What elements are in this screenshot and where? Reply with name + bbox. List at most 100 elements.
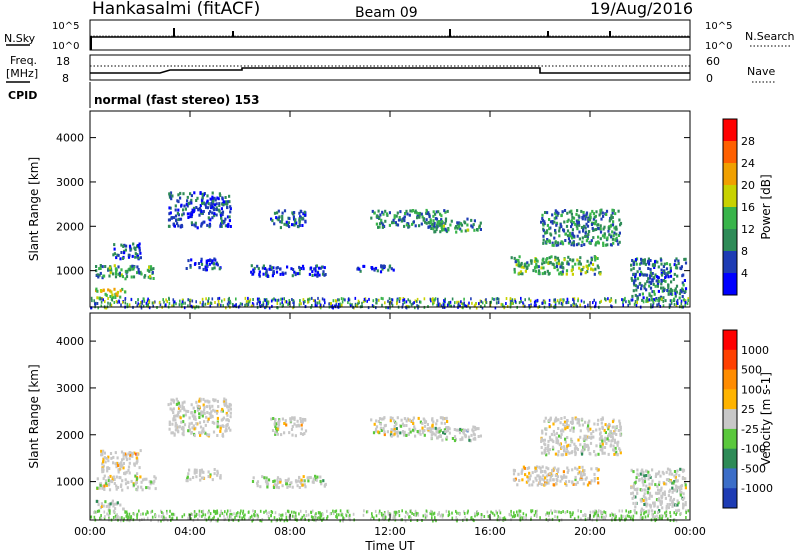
velocity-cell-11 [664,496,667,500]
velocity-cell-3 [173,414,176,418]
power-cell-3 [227,224,230,228]
velocity-cell-7 [418,429,421,433]
velocity-cell-11 [654,491,658,495]
velocity-cell-10 [577,420,580,424]
power-cell-3 [176,222,179,226]
power-cell-10 [519,270,523,274]
velocity-cell-7 [446,420,449,423]
velocity-cell-11 [632,494,636,498]
power-cell-11 [584,231,587,235]
velocity-cell-1 [110,456,113,460]
velocity-ground-scatter [397,511,399,515]
x-tick-label: 20:00 [574,525,606,538]
power-ground-scatter [645,299,647,303]
velocity-ground-scatter [335,509,338,513]
power-cell-10 [541,258,544,262]
velocity-cell-1 [138,466,141,470]
velocity-cell-10 [619,428,622,432]
power-cell-10 [541,272,544,276]
power-ground-scatter [307,300,309,304]
y-tick-label: 4000 [56,335,84,348]
power-cell-6 [293,217,296,221]
velocity-cell-10 [601,439,604,443]
power-cell-4 [211,261,214,265]
power-cell-8 [432,219,435,223]
power-cell-12 [658,297,661,300]
power-cell-10 [533,259,536,263]
power-cell-12 [634,278,637,282]
power-ground-scatter [391,298,394,302]
velocity-cell-11 [682,505,685,509]
power-cell-11 [599,209,602,213]
power-cell-12 [662,270,665,274]
velocity-ground-scatter [243,517,246,521]
power-cell-3 [228,219,231,223]
velocity-ground-scatter [365,510,368,514]
velocity-ground-scatter [525,513,527,517]
power-cell-3 [221,202,224,206]
velocity-ground-scatter [216,511,219,515]
velocity-cell-8 [453,439,457,443]
power-cell-11 [540,220,543,224]
velocity-cell-7 [400,424,403,428]
power-cell-11 [614,238,617,242]
velocity-cell-8 [438,430,441,434]
power-cell-7 [440,214,443,218]
velocity-cell-9 [540,470,543,473]
power-ground-scatter [514,299,517,303]
power-cell-12 [667,284,670,288]
velocity-ground-scatter [667,517,669,521]
power-cell-7 [429,224,432,228]
power-ground-scatter [402,297,405,300]
power-cell-11 [585,239,588,243]
velocity-cell-9 [579,471,583,475]
velocity-ground-scatter [381,513,383,517]
power-ground-scatter [463,297,465,301]
power-cell-11 [584,226,587,230]
power-ground-scatter [335,299,338,303]
velocity-cell-6 [271,429,275,432]
velocity-ground-scatter [584,513,586,517]
power-cell-3 [224,202,227,206]
velocity-ground-scatter [348,516,350,520]
power-ground-scatter [271,298,274,302]
velocity-ground-scatter [106,512,108,516]
velocity-ground-scatter [414,511,417,515]
power-cell-11 [575,219,578,223]
velocity-cell-10 [570,437,573,441]
velocity-ground-scatter [614,516,616,520]
power-cell-10 [580,272,583,276]
power-cell-0 [120,273,123,277]
velocity-ground-scatter [523,516,525,519]
power-cell-10 [546,257,549,260]
power-cell-12 [649,259,652,262]
velocity-ground-scatter [126,517,129,521]
power-ground-scatter [416,304,418,308]
power-cell-3 [201,192,204,196]
power-ground-scatter [566,297,569,301]
power-cell-5 [264,267,267,270]
velocity-ground-scatter [519,513,521,517]
velocity-ground-scatter [464,515,466,519]
power-cell-0 [144,274,147,278]
power-cell-7 [424,220,427,224]
velocity-cell-11 [649,475,652,479]
power-ground-scatter [239,302,242,306]
power-ground-scatter [436,303,438,307]
power-cell-11 [585,222,588,226]
power-cell-1 [136,245,139,249]
velocity-ground-scatter [336,516,338,519]
power-cell-7 [444,210,447,214]
velocity-ground-scatter [548,511,550,515]
power-cell-3 [201,195,204,199]
power-cell-7 [401,219,404,223]
power-cell-3 [182,212,185,216]
velocity-ground-scatter [603,515,606,519]
power-ground-scatter [675,303,678,307]
power-cell-12 [660,268,663,272]
velocity-ground-scatter [305,514,308,517]
velocity-cell-8 [476,427,479,431]
velocity-ground-scatter [242,509,245,513]
power-cell-7 [411,222,414,226]
power-ground-scatter [380,296,383,300]
